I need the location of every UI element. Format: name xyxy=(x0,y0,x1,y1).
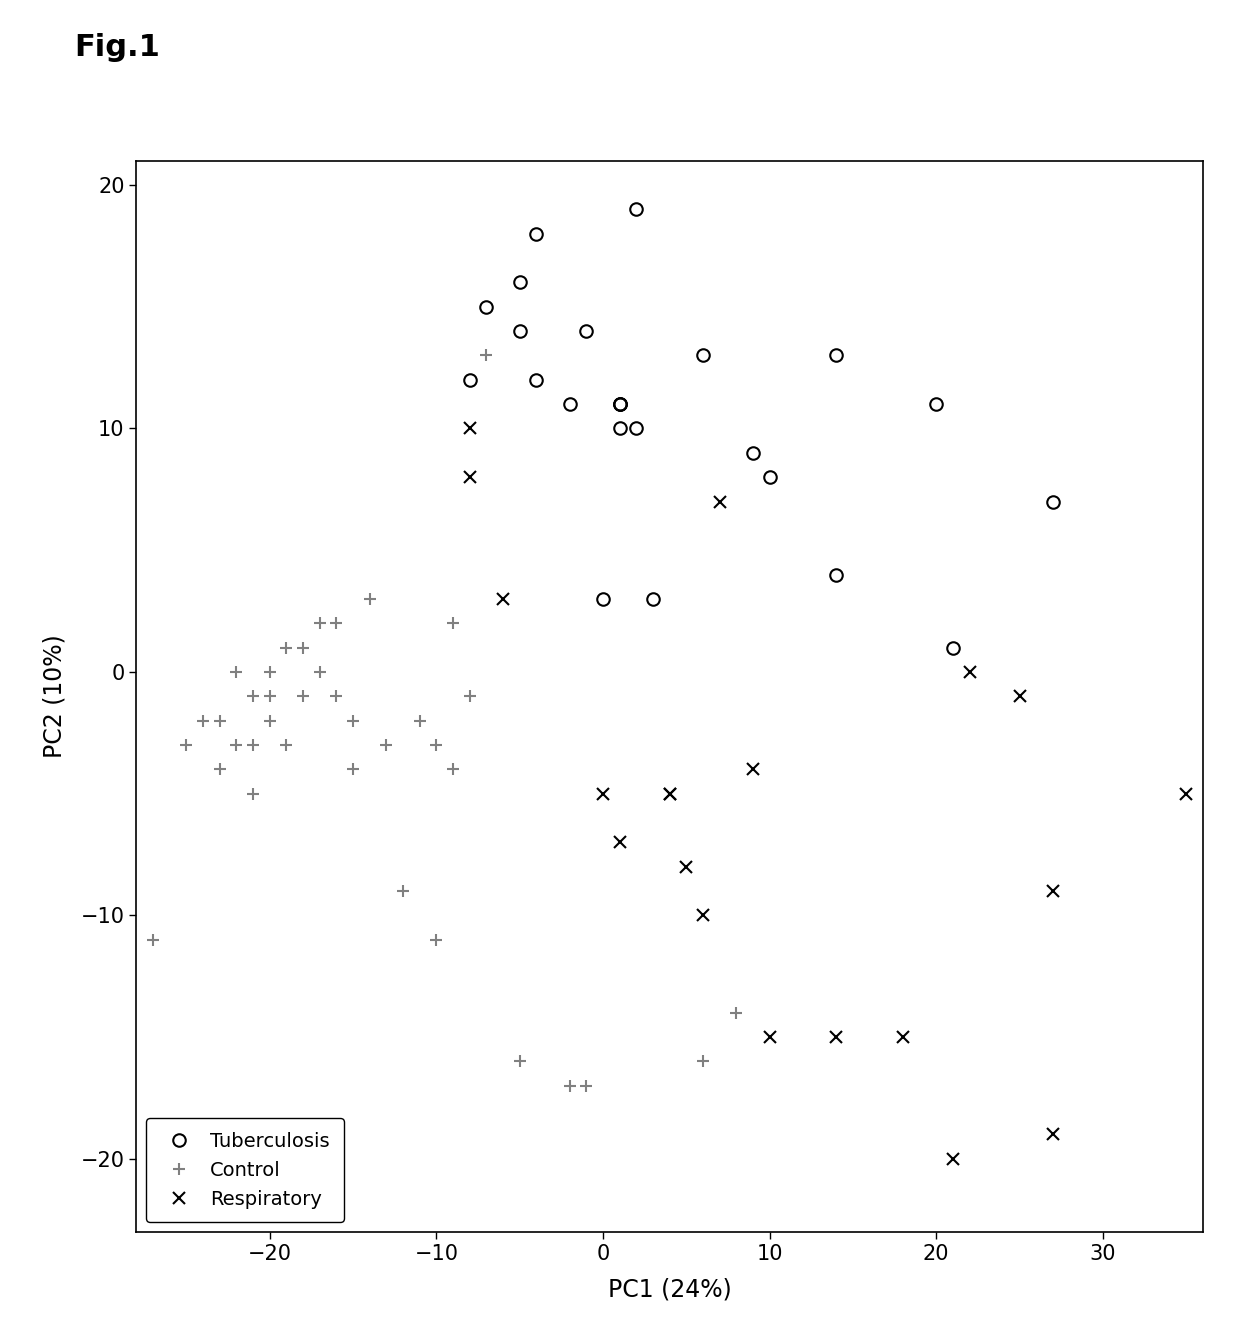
Tuberculosis xyxy=(479,299,494,315)
Respiratory xyxy=(1045,882,1060,898)
Control xyxy=(295,640,310,656)
Control xyxy=(729,1004,744,1020)
Respiratory xyxy=(595,786,610,802)
Tuberculosis xyxy=(613,396,627,412)
Control xyxy=(362,590,377,607)
Tuberculosis xyxy=(463,372,477,388)
Respiratory xyxy=(496,590,511,607)
Respiratory xyxy=(828,1030,843,1046)
Tuberculosis xyxy=(1045,494,1060,510)
Tuberculosis xyxy=(562,396,577,412)
Tuberculosis xyxy=(763,469,777,485)
Line: Tuberculosis: Tuberculosis xyxy=(464,204,1059,653)
Y-axis label: PC2 (10%): PC2 (10%) xyxy=(42,635,67,758)
Control xyxy=(279,640,294,656)
Control xyxy=(429,932,444,948)
X-axis label: PC1 (24%): PC1 (24%) xyxy=(608,1277,732,1302)
Control xyxy=(329,615,343,631)
Control xyxy=(196,712,211,728)
Tuberculosis xyxy=(745,445,760,461)
Control xyxy=(263,664,278,680)
Tuberculosis xyxy=(512,323,527,339)
Control xyxy=(379,736,394,753)
Tuberculosis xyxy=(528,226,543,242)
Respiratory xyxy=(613,834,627,850)
Control xyxy=(445,762,460,778)
Control xyxy=(229,736,244,753)
Tuberculosis xyxy=(579,323,594,339)
Tuberculosis xyxy=(595,590,610,607)
Respiratory xyxy=(712,494,727,510)
Respiratory xyxy=(463,420,477,437)
Control xyxy=(179,736,193,753)
Control xyxy=(429,736,444,753)
Control xyxy=(212,712,227,728)
Control xyxy=(346,712,361,728)
Respiratory xyxy=(463,469,477,485)
Tuberculosis xyxy=(929,396,944,412)
Control xyxy=(346,762,361,778)
Tuberculosis xyxy=(528,372,543,388)
Control xyxy=(145,932,160,948)
Tuberculosis xyxy=(828,566,843,582)
Control xyxy=(263,712,278,728)
Respiratory xyxy=(763,1030,777,1046)
Line: Control: Control xyxy=(146,349,743,1093)
Respiratory xyxy=(1012,688,1027,704)
Tuberculosis xyxy=(512,274,527,291)
Respiratory xyxy=(1045,1126,1060,1142)
Control xyxy=(246,786,260,802)
Tuberculosis xyxy=(613,396,627,412)
Control xyxy=(512,1054,527,1070)
Control xyxy=(295,688,310,704)
Control xyxy=(579,1078,594,1094)
Control xyxy=(696,1054,711,1070)
Respiratory xyxy=(745,762,760,778)
Control xyxy=(212,762,227,778)
Control xyxy=(229,664,244,680)
Control xyxy=(263,688,278,704)
Control xyxy=(445,615,460,631)
Control xyxy=(329,688,343,704)
Respiratory xyxy=(962,664,977,680)
Tuberculosis xyxy=(613,420,627,437)
Tuberculosis xyxy=(646,590,661,607)
Respiratory xyxy=(662,786,677,802)
Control xyxy=(463,688,477,704)
Control xyxy=(562,1078,577,1094)
Respiratory xyxy=(678,858,693,874)
Respiratory xyxy=(945,1150,960,1166)
Respiratory xyxy=(1179,786,1194,802)
Respiratory xyxy=(895,1030,910,1046)
Control xyxy=(279,736,294,753)
Text: Fig.1: Fig.1 xyxy=(74,33,160,63)
Control xyxy=(479,347,494,363)
Tuberculosis xyxy=(945,640,960,656)
Control xyxy=(312,615,327,631)
Control xyxy=(396,882,410,898)
Respiratory xyxy=(662,786,677,802)
Control xyxy=(246,736,260,753)
Legend: Tuberculosis, Control, Respiratory: Tuberculosis, Control, Respiratory xyxy=(146,1118,343,1223)
Tuberculosis xyxy=(629,420,644,437)
Tuberculosis xyxy=(629,201,644,217)
Control xyxy=(412,712,427,728)
Control xyxy=(312,664,327,680)
Tuberculosis xyxy=(613,396,627,412)
Line: Respiratory: Respiratory xyxy=(464,422,1193,1165)
Tuberculosis xyxy=(828,347,843,363)
Control xyxy=(246,688,260,704)
Tuberculosis xyxy=(696,347,711,363)
Respiratory xyxy=(696,908,711,924)
